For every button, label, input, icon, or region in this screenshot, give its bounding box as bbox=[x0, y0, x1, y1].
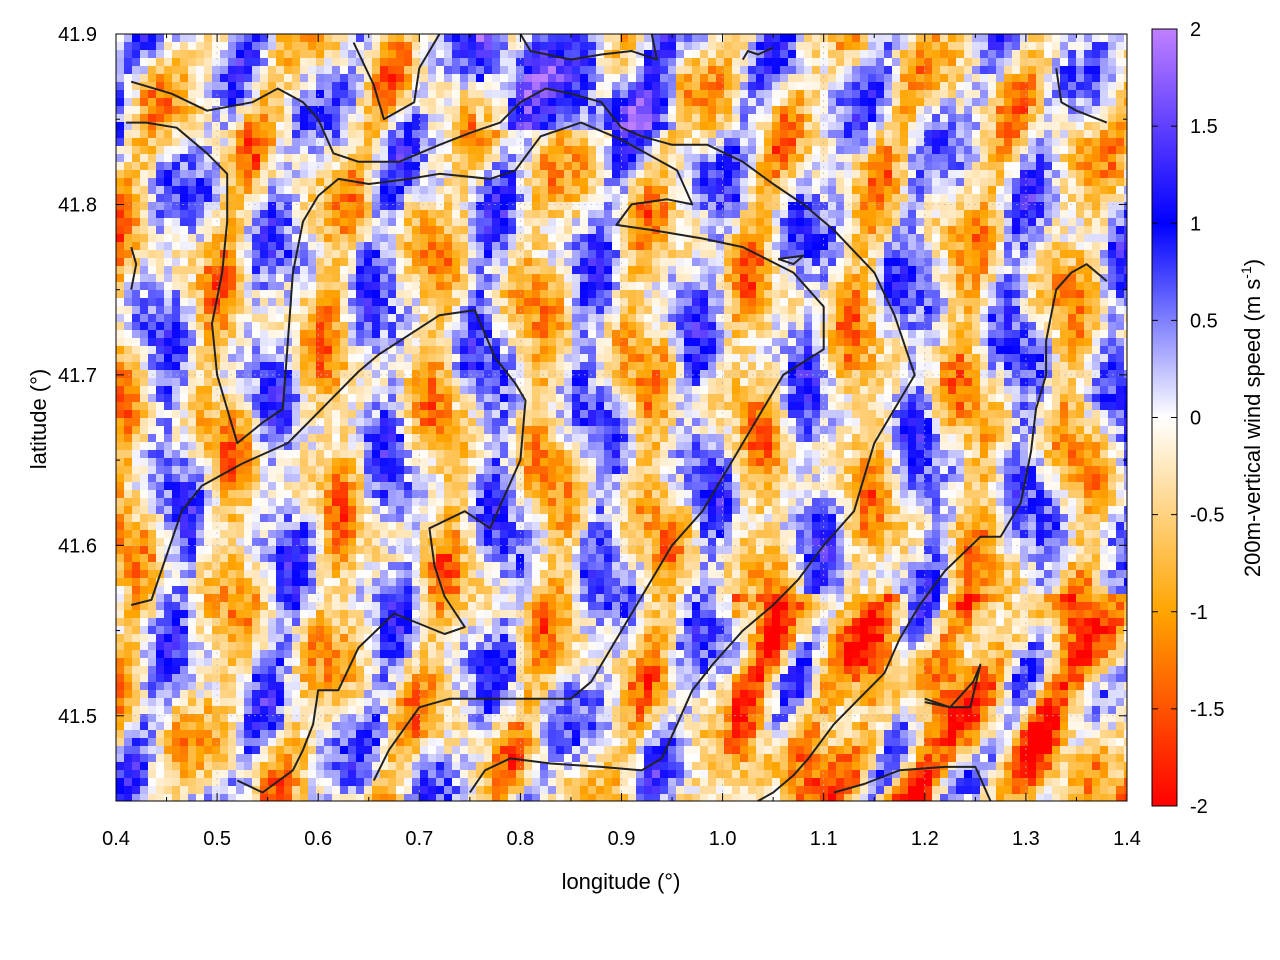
contour-line bbox=[130, 80, 916, 794]
y-axis-ticks: 41.5 41.6 41.7 41.8 41.9 bbox=[58, 24, 1127, 728]
colorbar-tick-label: -1 bbox=[1190, 602, 1208, 624]
x-tick-label: 0.5 bbox=[203, 828, 231, 850]
colorbar-tick-label: 0 bbox=[1190, 408, 1201, 430]
x-tick-label: 1.2 bbox=[911, 828, 939, 850]
colorbar-tick-label: -0.5 bbox=[1190, 505, 1224, 527]
colorbar-tick-label: 0.5 bbox=[1190, 310, 1218, 332]
x-tick-label: 1.1 bbox=[810, 828, 838, 850]
colorbar-tick-label: 1.5 bbox=[1190, 116, 1218, 138]
contour-line bbox=[833, 765, 992, 802]
contour-line bbox=[757, 263, 1108, 802]
contour-line bbox=[519, 33, 658, 61]
heatmap-cells bbox=[116, 34, 1128, 802]
x-tick-label: 1.4 bbox=[1113, 828, 1141, 850]
y-tick-label: 41.7 bbox=[58, 365, 97, 387]
x-axis-label: longitude (°) bbox=[562, 869, 681, 894]
colorbar-tick-label: -1.5 bbox=[1190, 699, 1224, 721]
y-tick-label: 41.5 bbox=[58, 706, 97, 728]
contour-line bbox=[130, 309, 527, 794]
contour-line bbox=[777, 254, 805, 266]
y-tick-label: 41.6 bbox=[58, 535, 97, 557]
contour-line bbox=[126, 121, 825, 781]
x-tick-label: 0.8 bbox=[506, 828, 534, 850]
colorbar-ticks: 2 1.5 1 0.5 0 -0.5 -1 -1.5 -2 bbox=[1152, 19, 1224, 818]
colorbar-tick-label: 1 bbox=[1190, 213, 1201, 235]
contour-line bbox=[352, 33, 441, 121]
y-tick-label: 41.9 bbox=[58, 24, 97, 46]
colorbar-label: 200m-vertical wind speed (m s-1) bbox=[1238, 259, 1265, 577]
x-tick-label: 1.3 bbox=[1012, 828, 1040, 850]
terrain-contours bbox=[126, 33, 1108, 802]
colorbar-tick-label: 2 bbox=[1190, 19, 1201, 41]
x-tick-label: 0.9 bbox=[608, 828, 636, 850]
y-axis-label: latitude (°) bbox=[26, 369, 51, 470]
x-tick-label: 0.7 bbox=[405, 828, 433, 850]
x-tick-label: 1.0 bbox=[709, 828, 737, 850]
contour-line bbox=[130, 246, 138, 290]
x-axis-ticks: 0.4 0.5 0.6 0.7 0.8 0.9 1.0 1.1 1.2 1.3 1.4 bbox=[102, 34, 1141, 850]
y-tick-label: 41.8 bbox=[58, 194, 97, 216]
x-tick-label: 0.4 bbox=[102, 828, 130, 850]
grid-lines bbox=[115, 33, 1128, 801]
x-tick-label: 0.6 bbox=[304, 828, 332, 850]
contour-line bbox=[924, 663, 982, 709]
contour-line bbox=[1055, 67, 1108, 124]
colorbar-tick-label: -2 bbox=[1190, 796, 1208, 818]
contour-line bbox=[741, 46, 774, 61]
